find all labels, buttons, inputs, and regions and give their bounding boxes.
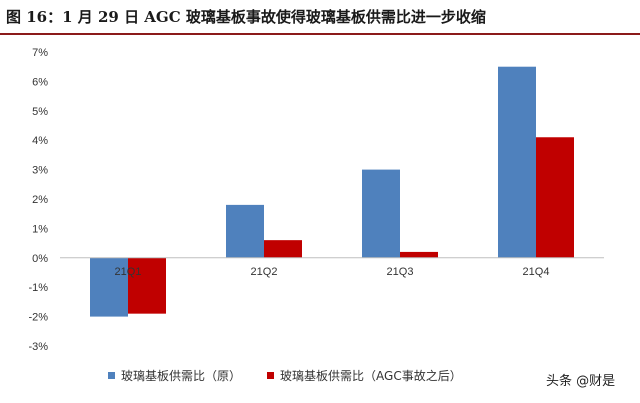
title-rule (0, 33, 640, 35)
bar-21q4-series-2 (536, 137, 574, 258)
y-tick-label: 6% (32, 76, 48, 88)
y-tick-label: 1% (32, 223, 48, 235)
bar-21q1-series-2 (128, 257, 166, 314)
bar-21q2-series-2 (264, 240, 302, 258)
y-tick-label: 3% (32, 165, 48, 177)
legend-swatch-after-agc (267, 371, 275, 379)
x-category-label: 21Q2 (251, 266, 278, 278)
bar-21q1-series-1 (90, 257, 128, 317)
bar-21q4-series-1 (498, 66, 536, 258)
x-category-label: 21Q3 (387, 266, 414, 278)
y-tick-label: -3% (28, 341, 48, 353)
bar-21q3-series-1 (362, 169, 400, 258)
bar-21q3-series-2 (400, 251, 438, 258)
figure-title: 图 16：1 月 29 日 AGC 玻璃基板事故使得玻璃基板供需比进一步收缩 (6, 8, 486, 26)
y-tick-label: 0% (32, 253, 48, 265)
x-category-label: 21Q4 (523, 266, 550, 278)
watermark-text: 头条 @财是 (546, 374, 616, 389)
y-tick-label: -2% (28, 312, 48, 324)
legend-label-after-agc: 玻璃基板供需比（AGC事故之后） (280, 368, 462, 383)
y-tick-label: 5% (32, 106, 48, 118)
legend-item-original: 玻璃基板供需比（原） (108, 367, 241, 384)
y-tick-label: 2% (32, 194, 48, 206)
legend-item-after-agc: 玻璃基板供需比（AGC事故之后） (267, 367, 462, 384)
y-tick-label: 4% (32, 135, 48, 147)
legend-label-original: 玻璃基板供需比（原） (121, 368, 242, 383)
y-tick-label: -1% (28, 282, 48, 294)
x-category-label: 21Q1 (115, 266, 142, 278)
legend: 玻璃基板供需比（原） 玻璃基板供需比（AGC事故之后） (108, 366, 488, 384)
legend-swatch-original (108, 371, 115, 379)
bar-21q2-series-1 (226, 204, 264, 258)
y-tick-label: 7% (32, 47, 48, 59)
